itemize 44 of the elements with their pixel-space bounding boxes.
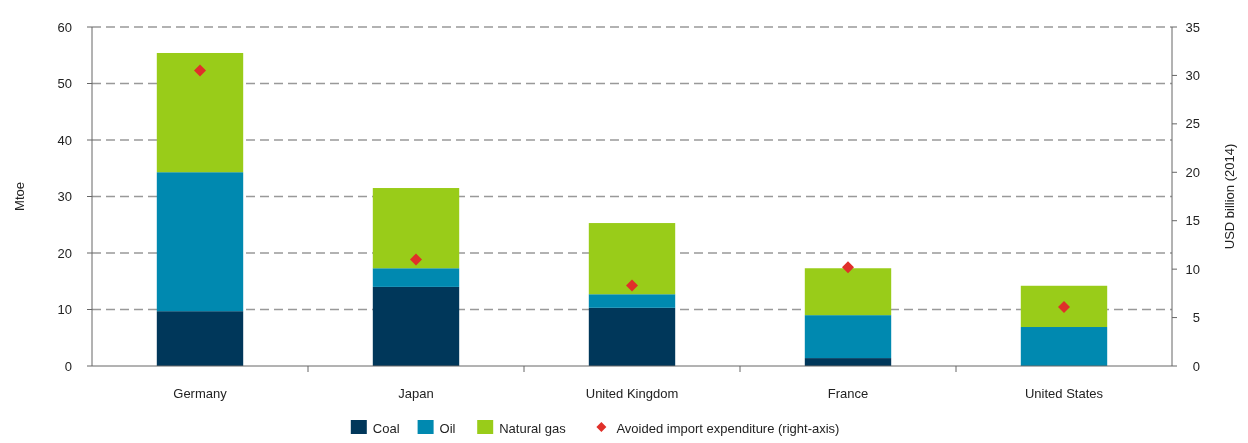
- bar: [156, 172, 244, 312]
- bar: [588, 307, 676, 366]
- y2-tick-label: 30: [1185, 67, 1200, 83]
- y2-tick-label: 20: [1185, 164, 1200, 180]
- bar: [156, 52, 244, 173]
- bar: [1020, 327, 1108, 366]
- y-tick-label: 40: [57, 132, 72, 148]
- y-tick-label: 10: [57, 302, 72, 318]
- y-tick-label: 60: [57, 19, 72, 35]
- point: [842, 261, 854, 274]
- y-tick-label: 30: [57, 189, 72, 205]
- y-tick-label: 20: [57, 245, 72, 261]
- bar: [372, 286, 460, 366]
- legend-label: Coal: [372, 421, 400, 436]
- y2-tick-label: 5: [1192, 310, 1200, 326]
- legend-label: Avoided import expenditure (right-axis): [616, 421, 840, 436]
- point: [1058, 300, 1070, 313]
- x-tick-label: Germany: [173, 386, 228, 401]
- x-tick-label: France: [827, 386, 869, 401]
- x-tick-label: United States: [1024, 386, 1104, 401]
- point: [194, 64, 206, 77]
- y-tick-label: 0: [64, 358, 72, 374]
- point: [626, 279, 638, 292]
- bar: [588, 294, 676, 308]
- bar: [372, 268, 460, 287]
- y-tick-label: 50: [57, 76, 72, 92]
- y2-tick-label: 0: [1192, 358, 1200, 374]
- point: [410, 253, 422, 266]
- legend-label: Natural gas: [499, 421, 567, 436]
- y2-tick-label: 25: [1185, 116, 1200, 132]
- y2-tick-label: 35: [1185, 19, 1200, 35]
- x-tick-label: United Kingdom: [585, 386, 679, 401]
- bar: [588, 223, 676, 295]
- bar: [804, 315, 892, 359]
- y2-tick-label: 15: [1185, 213, 1200, 229]
- y-axis-title: Mtoe: [12, 182, 27, 211]
- x-tick-label: Japan: [398, 386, 434, 401]
- legend-label: Oil: [439, 421, 456, 436]
- bar: [156, 311, 244, 366]
- y2-tick-label: 10: [1185, 261, 1200, 277]
- bar: [804, 268, 892, 316]
- bar: [1020, 285, 1108, 328]
- bar: [372, 188, 460, 269]
- y2-axis-title: USD billion (2014): [1222, 143, 1237, 250]
